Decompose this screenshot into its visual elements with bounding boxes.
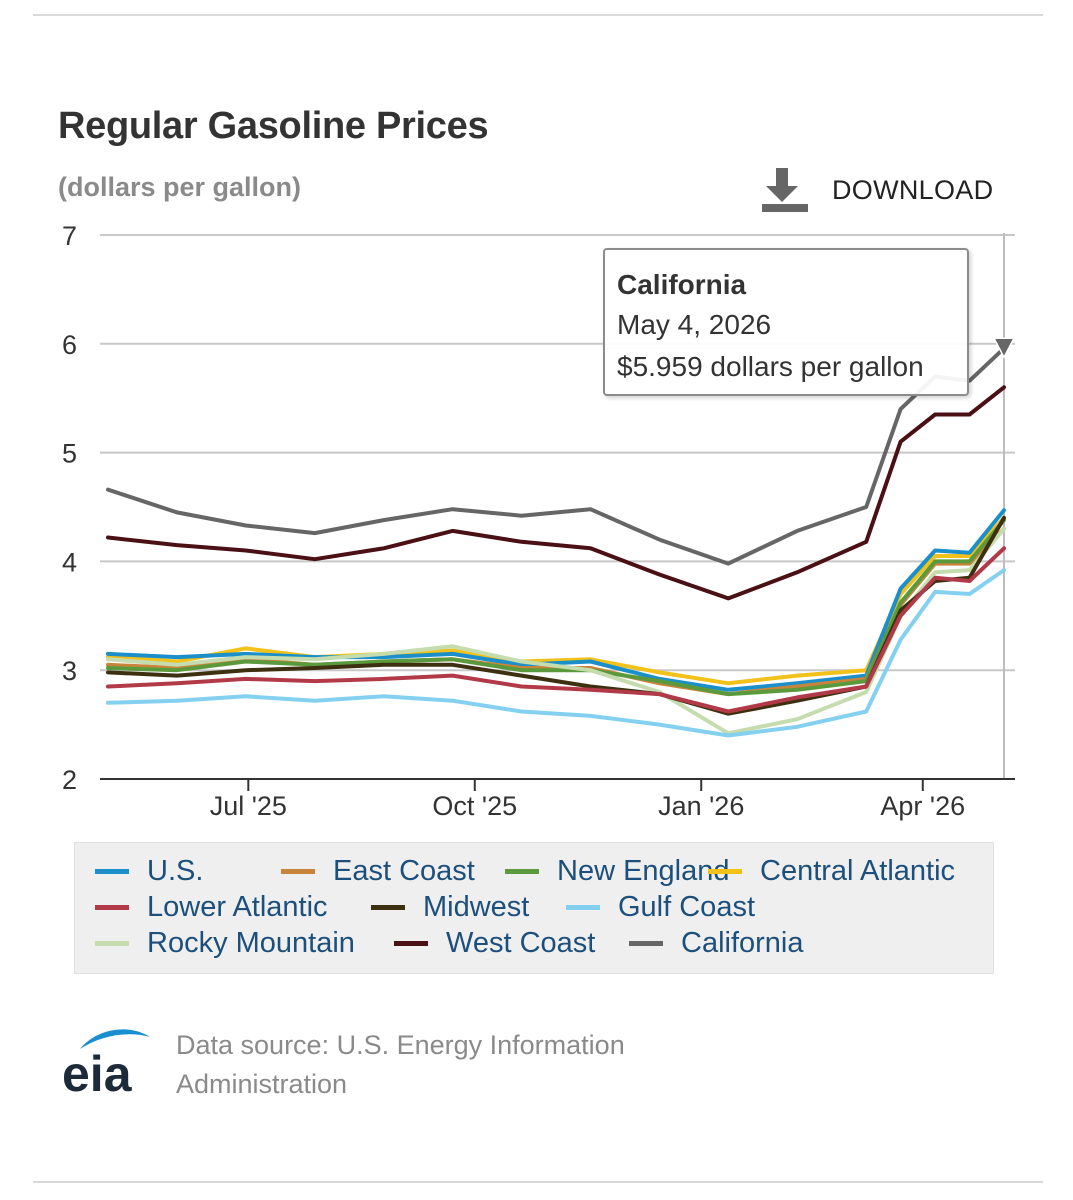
y-tick-label: 5 xyxy=(62,439,77,469)
download-label: DOWNLOAD xyxy=(832,174,994,205)
chart-legend: U.S. East Coast New England Central Atlanti… xyxy=(74,842,994,974)
download-button[interactable]: DOWNLOAD xyxy=(760,164,993,216)
legend-swatch xyxy=(629,941,663,946)
x-tick-label: Jan '26 xyxy=(658,791,744,821)
legend-swatch xyxy=(566,905,600,910)
legend-swatch xyxy=(371,905,405,910)
x-tick-label: Apr '26 xyxy=(880,791,965,821)
series-line-new-england xyxy=(106,518,1006,697)
legend-label: Rocky Mountain xyxy=(147,927,355,959)
legend-label: Midwest xyxy=(423,891,530,923)
x-tick-label: Oct '25 xyxy=(432,791,517,821)
axes: 2 3 4 5 6 7 Jul '25 Oct '25 Jan '26 Apr '26 xyxy=(62,221,1015,821)
legend-label: New England xyxy=(557,855,730,887)
legend-item-gulf-coast[interactable]: Gulf Coast xyxy=(566,891,755,924)
eia-logo: eia xyxy=(62,1029,150,1095)
legend-item-west-coast[interactable]: West Coast xyxy=(394,927,595,960)
legend-item-california[interactable]: California xyxy=(629,927,804,960)
legend-label: West Coast xyxy=(446,927,596,959)
chart-title: Regular Gasoline Prices xyxy=(58,105,489,147)
data-source-text: Data source: U.S. Energy Information Adm… xyxy=(176,1030,625,1099)
tooltip: California May 4, 2026 $5.959 dollars pe… xyxy=(603,248,969,396)
series-line-central-atlantic xyxy=(106,515,1006,686)
eia-logo-text: eia xyxy=(62,1046,133,1095)
legend-swatch xyxy=(708,869,742,874)
download-icon xyxy=(762,168,808,212)
legend-item-new-england[interactable]: New England xyxy=(505,855,730,888)
y-tick-label: 6 xyxy=(62,330,77,360)
tooltip-series-name: California xyxy=(617,269,747,300)
tooltip-date: May 4, 2026 xyxy=(617,309,772,340)
legend-swatch xyxy=(95,941,129,946)
legend-swatch xyxy=(95,905,129,910)
chart-subtitle: (dollars per gallon) xyxy=(58,172,302,202)
legend-label: Gulf Coast xyxy=(618,891,755,923)
highlight-marker xyxy=(992,337,1016,359)
x-tick-label: Jul '25 xyxy=(210,791,287,821)
legend-label: California xyxy=(681,927,804,959)
bottom-divider xyxy=(33,1181,1043,1183)
series-line-u-s xyxy=(106,508,1006,692)
top-divider xyxy=(33,14,1043,16)
legend-swatch xyxy=(95,869,129,874)
y-tick-label: 3 xyxy=(62,656,77,686)
y-tick-label: 2 xyxy=(62,765,77,795)
legend-item-rocky-mountain[interactable]: Rocky Mountain xyxy=(95,927,355,960)
y-tick-label: 7 xyxy=(62,221,77,251)
line-chart[interactable]: 2 3 4 5 6 7 Jul '25 Oct '25 Jan '26 Apr '26 xyxy=(0,0,1073,840)
y-tick-label: 4 xyxy=(62,547,77,577)
legend-label: East Coast xyxy=(333,855,475,887)
legend-label: Central Atlantic xyxy=(760,855,956,887)
legend-item-midwest[interactable]: Midwest xyxy=(371,891,529,924)
series-lines xyxy=(106,346,1006,738)
legend-label: U.S. xyxy=(147,855,204,887)
legend-label: Lower Atlantic xyxy=(147,891,328,923)
legend-item-u-s[interactable]: U.S. xyxy=(95,855,203,888)
legend-item-central-atlantic[interactable]: Central Atlantic xyxy=(708,855,955,888)
tooltip-value: $5.959 dollars per gallon xyxy=(617,351,924,382)
legend-swatch xyxy=(281,869,315,874)
series-line-lower-atlantic xyxy=(106,546,1006,714)
series-line-gulf-coast xyxy=(106,568,1006,738)
legend-swatch xyxy=(505,869,539,874)
legend-item-east-coast[interactable]: East Coast xyxy=(281,855,475,888)
highlight-point xyxy=(992,337,1016,359)
legend-item-lower-atlantic[interactable]: Lower Atlantic xyxy=(95,891,328,924)
series-line-west-coast xyxy=(106,385,1006,601)
legend-swatch xyxy=(394,941,428,946)
